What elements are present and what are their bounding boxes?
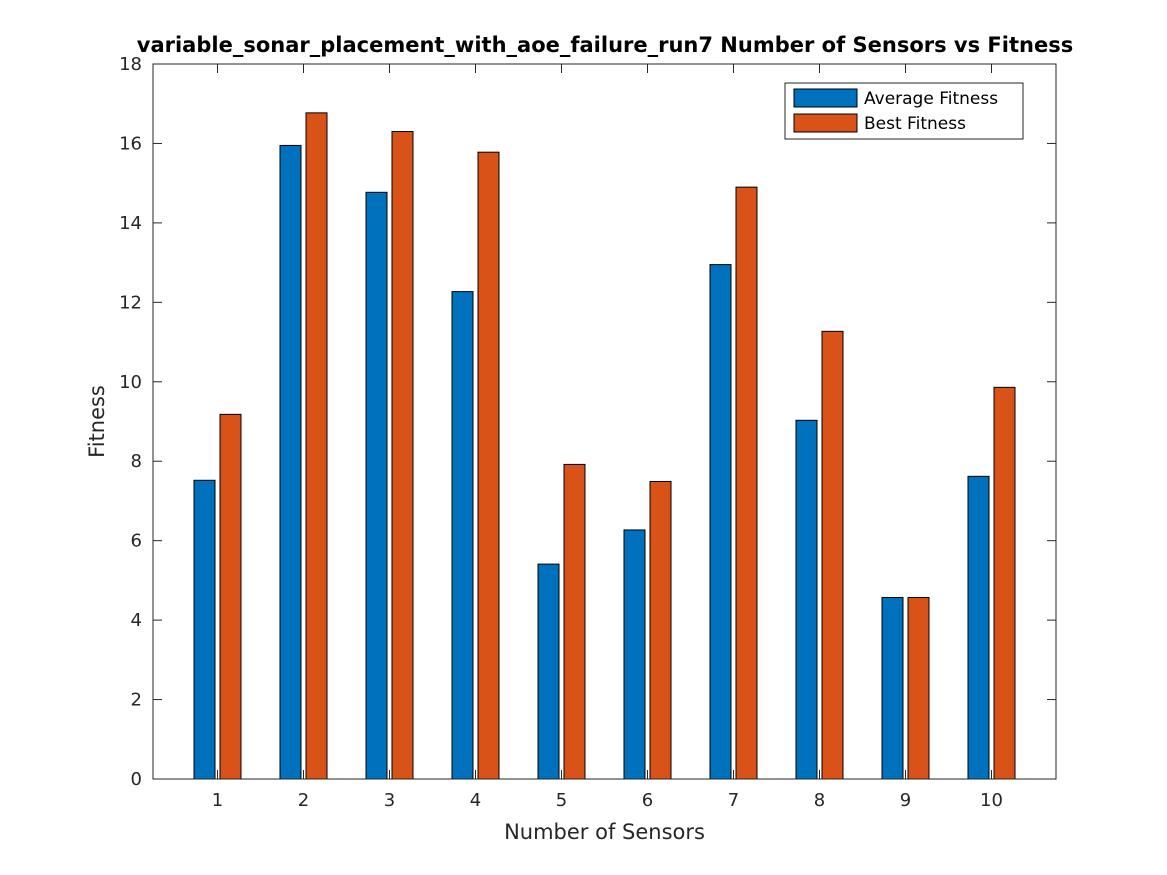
bar-average-8 xyxy=(795,419,818,780)
x-tick-label: 1 xyxy=(212,790,223,811)
x-tick-label: 8 xyxy=(814,790,825,811)
x-axis-label: Number of Sensors xyxy=(504,820,705,844)
bar-average-10 xyxy=(967,475,990,780)
legend-swatch xyxy=(793,88,858,108)
y-tick-label: 0 xyxy=(131,769,142,790)
bar-average-7 xyxy=(709,264,732,780)
bar-average-6 xyxy=(623,529,646,780)
bar-average-2 xyxy=(279,144,302,780)
y-tick-label: 8 xyxy=(131,451,142,472)
x-tick-label: 2 xyxy=(298,790,309,811)
plot-area xyxy=(153,64,1056,779)
bars-layer xyxy=(193,112,1016,780)
bar-average-3 xyxy=(365,191,388,780)
x-tick-label: 3 xyxy=(384,790,395,811)
y-tick-label: 10 xyxy=(119,372,142,393)
bar-average-4 xyxy=(451,291,474,780)
x-tick-label: 6 xyxy=(642,790,653,811)
bar-best-9 xyxy=(907,596,930,780)
bar-best-3 xyxy=(391,131,414,780)
y-tick-label: 16 xyxy=(119,133,142,154)
y-tick-label: 18 xyxy=(119,54,142,75)
chart-title: variable_sonar_placement_with_aoe_failur… xyxy=(137,33,1073,57)
bar-best-10 xyxy=(993,386,1016,780)
bar-average-9 xyxy=(881,596,904,780)
bar-average-5 xyxy=(537,563,560,780)
bar-best-6 xyxy=(649,480,672,780)
legend: Average Fitness Best Fitness xyxy=(784,82,1024,140)
x-tick-label: 4 xyxy=(470,790,481,811)
x-tick-label: 5 xyxy=(556,790,567,811)
x-tick-label: 7 xyxy=(728,790,739,811)
y-tick-label: 4 xyxy=(131,610,142,631)
bar-best-5 xyxy=(563,463,586,780)
legend-swatch xyxy=(793,113,858,133)
bar-best-2 xyxy=(305,112,328,780)
bar-best-8 xyxy=(821,330,844,780)
y-tick-label: 14 xyxy=(119,213,142,234)
axes-box xyxy=(152,63,1057,780)
y-tick-label: 2 xyxy=(131,690,142,711)
bar-best-1 xyxy=(219,413,242,780)
bar-best-4 xyxy=(477,151,500,780)
x-tick-label: 9 xyxy=(900,790,911,811)
y-axis-label: Fitness xyxy=(85,385,109,458)
legend-entry-label: Average Fitness xyxy=(864,89,998,109)
legend-entry-label: Best Fitness xyxy=(864,114,966,134)
x-tick-label: 10 xyxy=(980,790,1003,811)
axes-layer xyxy=(152,63,1057,780)
y-tick-label: 12 xyxy=(119,292,142,313)
y-tick-label: 6 xyxy=(131,531,142,552)
bar-best-7 xyxy=(735,186,758,780)
bar-average-1 xyxy=(193,479,216,780)
